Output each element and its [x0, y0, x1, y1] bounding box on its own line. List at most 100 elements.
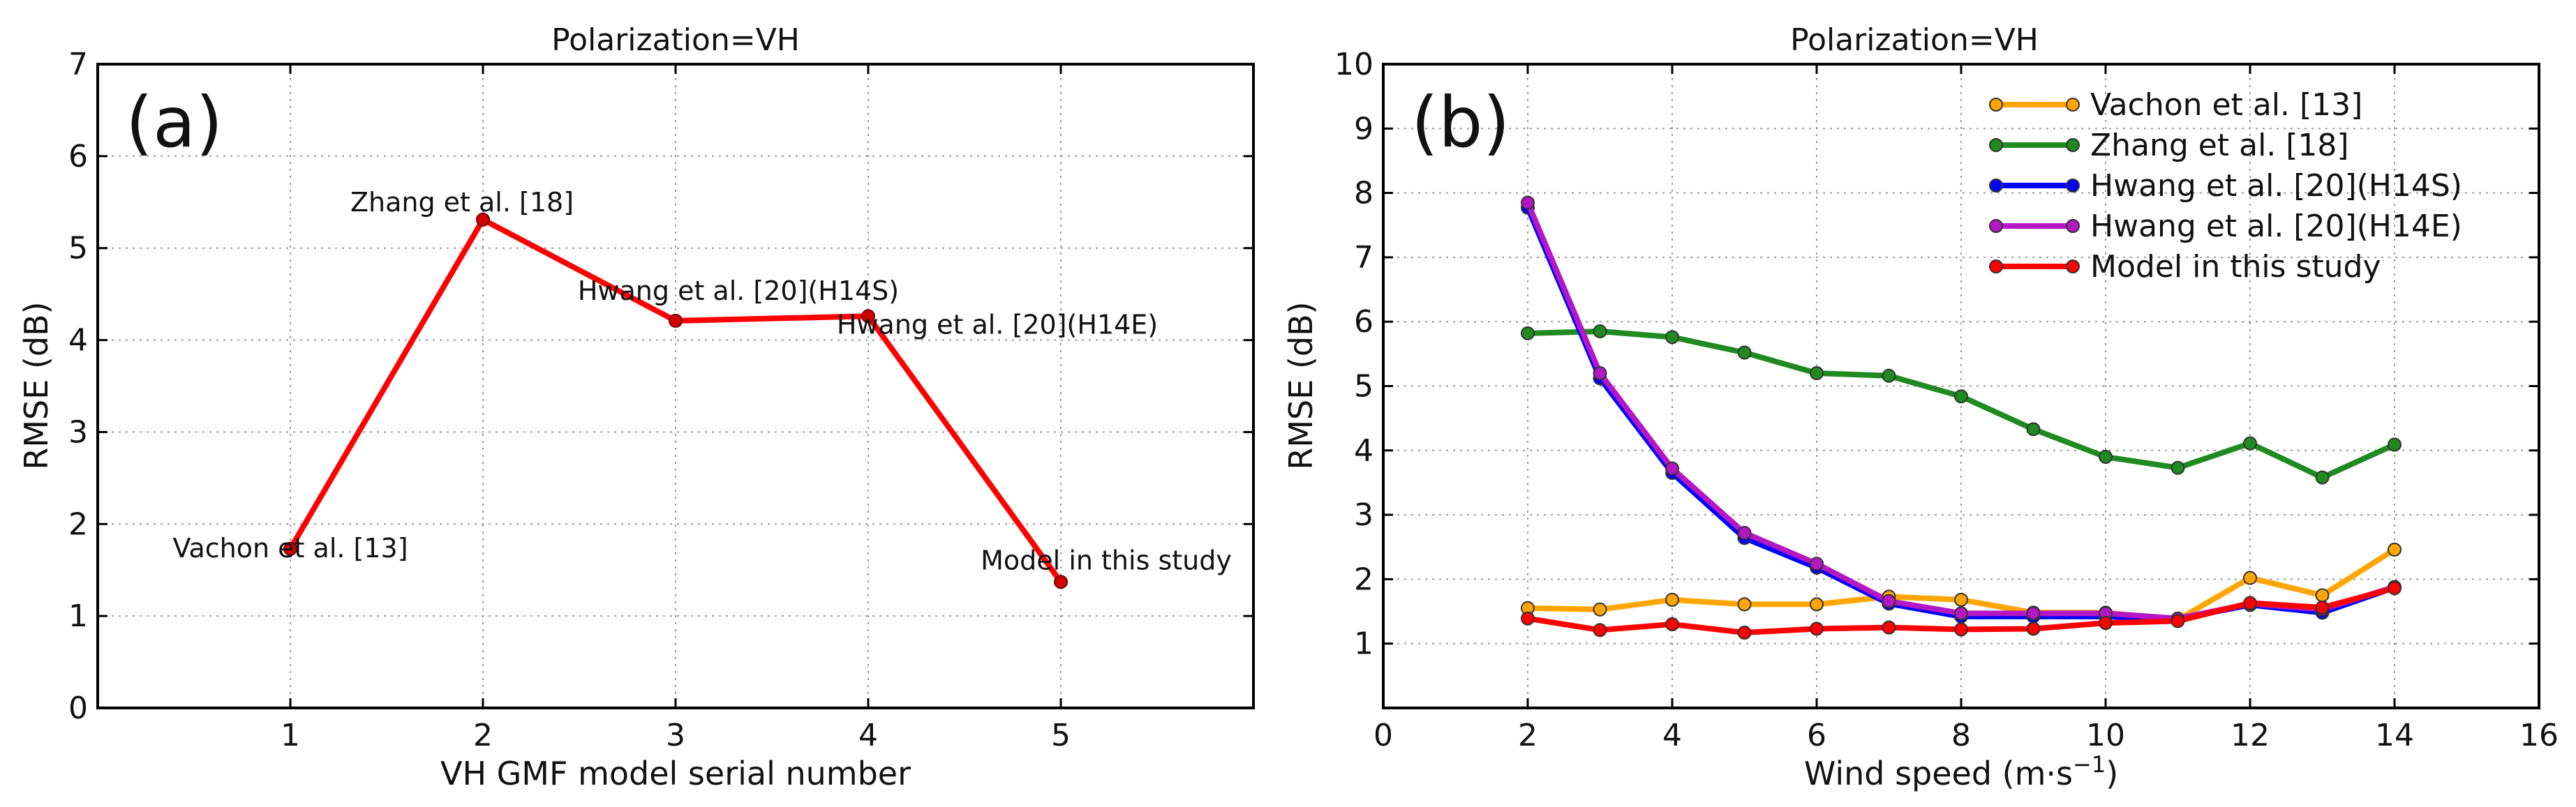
- annotation-label: Vachon et al. [13]: [172, 533, 408, 564]
- panel-a-x-axis-label: VH GMF model serial number: [440, 755, 911, 792]
- panel-b: Polarization=VH 0 2 4 6 8 10 12 14 1612345678910…: [1282, 22, 2559, 792]
- data-point: [861, 309, 875, 324]
- legend-swatch-marker: [2066, 138, 2080, 152]
- panel-b-grid: [1383, 64, 2539, 708]
- panel-b-x-axis-label-close: ): [2106, 755, 2118, 792]
- panel-b-x-axis-label: Wind speed (m·s−1): [1804, 751, 2118, 792]
- x-tick-label: 4: [858, 718, 878, 753]
- data-point: [1882, 620, 1896, 635]
- x-tick-label: 12: [2231, 718, 2270, 753]
- data-point: [2026, 422, 2041, 437]
- x-tick-label: 6: [1807, 718, 1826, 753]
- y-tick-label: 7: [68, 47, 88, 82]
- panel-b-y-axis-label: RMSE (dB): [1282, 301, 1320, 469]
- y-tick-label: 4: [68, 323, 88, 359]
- data-point: [2171, 460, 2185, 475]
- data-point: [2026, 621, 2041, 636]
- data-point: [1810, 621, 1824, 636]
- y-tick-label: 8: [1354, 176, 1373, 211]
- legend-swatch-marker: [1989, 219, 2003, 233]
- panel-a-plot-frame: [96, 63, 1255, 709]
- x-tick-label: 14: [2375, 718, 2414, 753]
- x-tick-label: 4: [1662, 718, 1682, 753]
- legend-swatch-marker: [1989, 98, 2003, 112]
- y-tick-label: 7: [1354, 240, 1373, 276]
- y-tick-label: 3: [68, 414, 88, 450]
- y-tick-label: 1: [68, 598, 88, 634]
- data-point: [1593, 366, 1607, 381]
- panel-a-grid: [98, 64, 1253, 708]
- y-tick-label: 6: [1354, 304, 1373, 340]
- legend-swatch-marker: [2066, 179, 2080, 193]
- annotation-label: Hwang et al. [20](H14E): [837, 309, 1158, 340]
- panel-b-label: (b): [1411, 82, 1510, 163]
- y-tick-label: 1: [1354, 626, 1373, 662]
- data-point: [1521, 195, 1535, 210]
- panel-a-y-axis-label: RMSE (dB): [17, 301, 55, 469]
- x-tick-label: 2: [473, 718, 493, 753]
- y-tick-label: 2: [68, 506, 88, 542]
- data-point: [476, 212, 490, 227]
- data-point: [1593, 623, 1607, 638]
- data-point: [2388, 542, 2402, 557]
- data-point: [1954, 389, 1968, 404]
- y-tick-label: 3: [1354, 497, 1373, 533]
- data-point: [2315, 588, 2330, 603]
- data-point: [1882, 368, 1896, 383]
- panel-b-x-axis-label-main: Wind speed (m·s: [1804, 755, 2073, 792]
- data-point: [1665, 461, 1679, 476]
- x-tick-label: 0: [1373, 718, 1393, 753]
- panel-a-title: Polarization=VH: [551, 22, 800, 58]
- panel-a-ticks: 1 2 3 4 5 0 1 2 3 4 5 6 7: [68, 47, 1253, 753]
- data-point: [1521, 611, 1535, 626]
- data-point: [283, 541, 297, 556]
- legend-swatch-marker: [1989, 138, 2003, 152]
- data-point: [1810, 366, 1824, 381]
- annotation-label: Model in this study: [981, 545, 1232, 575]
- legend-label: Zhang et al. [18]: [2090, 128, 2349, 163]
- x-tick-label: 10: [2086, 718, 2125, 753]
- panel-b-x-axis-label-exponent: −1: [2073, 751, 2106, 778]
- data-point: [2315, 601, 2330, 615]
- legend-swatch-marker: [2066, 98, 2080, 112]
- x-tick-label: 2: [1518, 718, 1538, 753]
- data-point: [1882, 594, 1896, 608]
- data-point: [1521, 326, 1535, 340]
- data-point: [2388, 437, 2402, 452]
- y-tick-label: 5: [1354, 369, 1373, 405]
- data-point: [2099, 450, 2113, 465]
- data-point: [1737, 597, 1752, 612]
- x-tick-label: 3: [666, 718, 685, 753]
- data-point: [1665, 330, 1679, 345]
- x-tick-label: 8: [1951, 718, 1971, 753]
- panel-b-series: [1521, 195, 2402, 640]
- data-point: [1737, 345, 1752, 360]
- annotation-label: Zhang et al. [18]: [350, 187, 574, 218]
- data-point: [1810, 557, 1824, 571]
- data-point: [1954, 592, 1968, 607]
- data-point: [2099, 616, 2113, 631]
- panel-b-title: Polarization=VH: [1790, 22, 2039, 58]
- panel-a: Polarization=VH 1 2 3 4 5 0 1 2 3 4 5 6 7 Vachon et …: [17, 22, 1255, 792]
- panel-a-label: (a): [126, 82, 223, 163]
- legend-swatch-marker: [2066, 219, 2080, 233]
- data-point: [2388, 581, 2402, 596]
- y-tick-label: 2: [1354, 561, 1373, 597]
- x-tick-label: 1: [281, 718, 300, 753]
- legend-swatch-marker: [2066, 259, 2080, 273]
- y-tick-label: 0: [68, 691, 88, 726]
- x-tick-label: 16: [2519, 718, 2559, 753]
- panel-b-legend: Vachon et al. [13] Zhang et al. [18] Hwang…: [1989, 87, 2462, 285]
- data-point: [2315, 470, 2330, 485]
- data-point: [1593, 602, 1607, 617]
- y-tick-label: 5: [68, 231, 88, 266]
- data-point: [1593, 324, 1607, 339]
- legend-swatch-marker: [1989, 259, 2003, 273]
- panel-a-series: [283, 212, 1068, 589]
- data-point: [1665, 592, 1679, 607]
- panel-b-plot-frame: [1382, 63, 2540, 709]
- data-point: [669, 313, 683, 328]
- data-point: [2243, 596, 2257, 610]
